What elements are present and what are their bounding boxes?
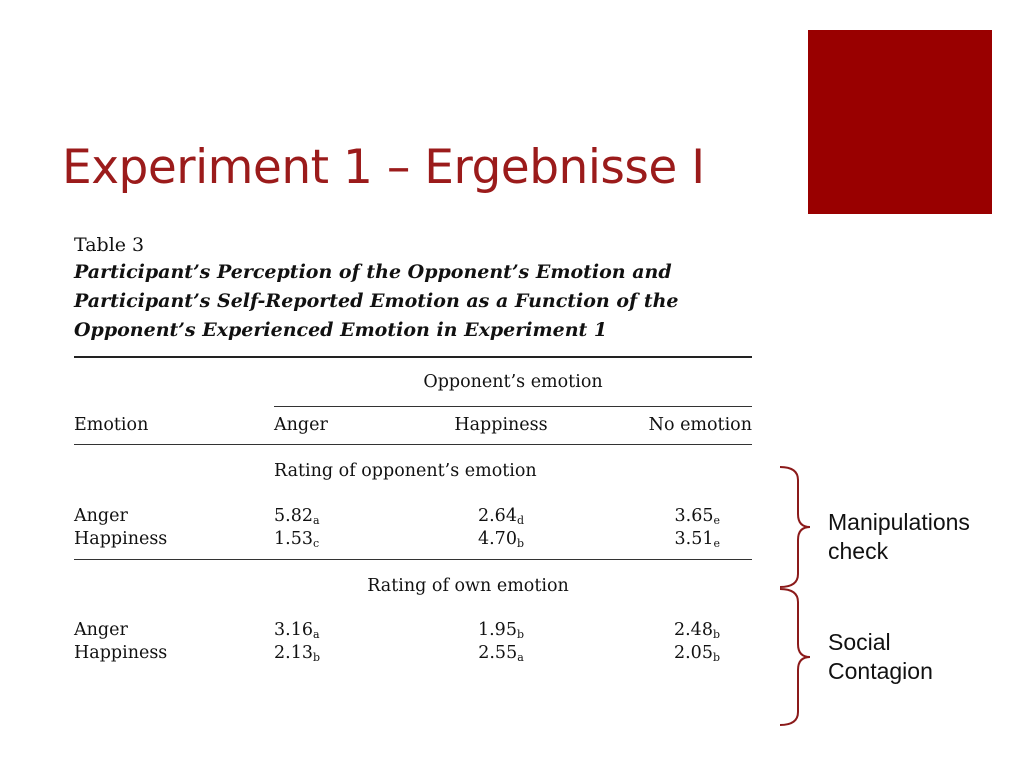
section-heading: Rating of own emotion [367,575,569,596]
accent-block [808,30,992,214]
table-cell: 2.05b [673,643,720,664]
table-cell: 3.65e [674,505,720,527]
table-cell: 1.53c [274,528,320,550]
col-header-anger: Anger [274,415,328,436]
row-label: Happiness [74,643,168,663]
row-label: Anger [74,505,128,526]
col-header-emotion: Emotion [74,415,149,435]
row-label: Anger [74,620,128,640]
table-row: Happiness 2.13b 2.55a 2.05b [74,641,752,665]
section-heading: Rating of opponent’s emotion [274,461,537,481]
col-header-no-emotion: No emotion [648,415,752,436]
annotation-manipulations-check: Manipulations check [828,509,970,564]
table-cell: 5.82a [274,505,320,527]
table-cell: 2.48b [673,620,720,641]
table-number: Table 3 [74,234,145,256]
table-cell: 2.13b [274,643,321,664]
table-row: Anger 3.16a 1.95b 2.48b [74,619,752,641]
table-row: Anger 5.82a 2.64d 3.65e [74,505,752,527]
table-caption: Participant’s Perception of the Opponent… [74,261,679,341]
spanner-header: Opponent’s emotion [274,358,752,407]
right-brace-icon [779,466,811,588]
annotation-social-contagion: Social Contagion [828,629,933,684]
table-cell: 1.95b [477,620,524,641]
row-label: Happiness [74,528,168,549]
table-cell: 2.64d [477,505,524,527]
table-cell: 3.16a [274,620,320,641]
table-cell: 4.70b [477,528,524,550]
table-top-rule [74,356,752,358]
table-cell: 2.55a [478,643,524,664]
results-table-figure: Table 3 Participant’s Perception of the … [74,232,752,665]
col-header-happiness: Happiness [454,415,548,436]
right-brace-icon [779,588,811,726]
slide-title: Experiment 1 – Ergebnisse I [62,140,705,195]
table-cell: 3.51e [674,528,720,550]
results-table: Opponent’s emotion Emotion Anger Happine… [74,358,752,665]
table-row: Happiness 1.53c 4.70b 3.51e [74,527,752,551]
